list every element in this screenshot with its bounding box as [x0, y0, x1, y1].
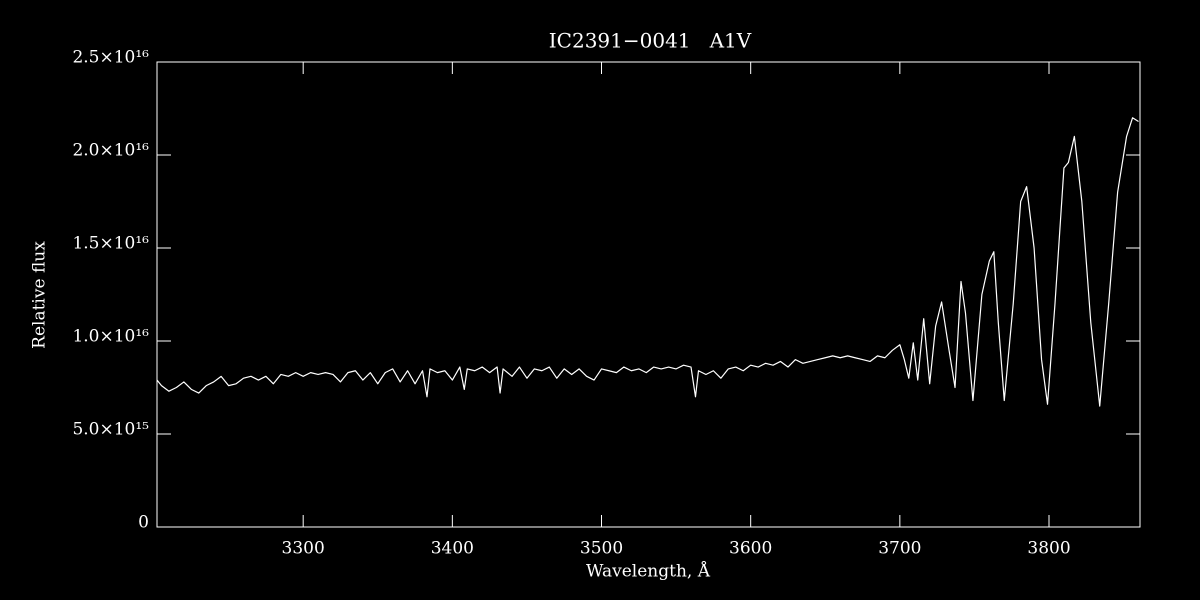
y-axis-label: Relative flux [30, 241, 50, 349]
x-tick-label: 3800 [1027, 539, 1070, 559]
x-tick-label: 3500 [580, 539, 623, 559]
y-tick-label: 5.0×10¹⁵ [72, 420, 149, 440]
x-tick-label: 3400 [431, 539, 474, 559]
y-tick-label: 1.0×10¹⁶ [72, 327, 149, 347]
y-tick-label: 2.0×10¹⁶ [72, 141, 149, 161]
chart-title: IC2391−0041 A1V [549, 29, 752, 53]
x-tick-label: 3700 [878, 539, 921, 559]
x-axis-label: Wavelength, Å [586, 561, 711, 582]
y-tick-label: 1.5×10¹⁶ [72, 234, 149, 254]
spectrum-line [156, 117, 1139, 407]
y-tick-label: 0 [138, 513, 149, 533]
x-tick-label: 3300 [282, 539, 325, 559]
y-tick-label: 2.5×10¹⁶ [72, 48, 149, 68]
x-tick-label: 3600 [729, 539, 772, 559]
plot-frame [156, 61, 1141, 528]
